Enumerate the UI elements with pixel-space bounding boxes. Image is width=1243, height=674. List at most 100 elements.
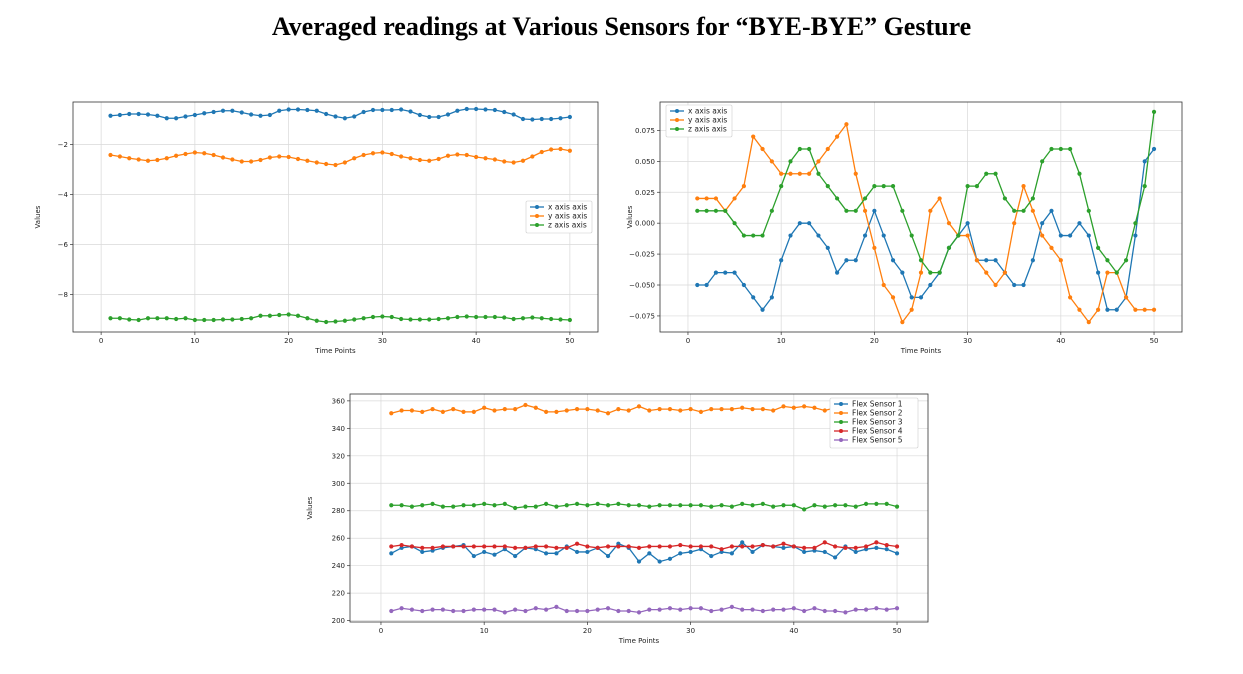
data-point	[802, 545, 807, 550]
data-point	[802, 507, 807, 512]
x-tick-label: 20	[284, 337, 293, 345]
data-point	[471, 409, 476, 414]
data-point	[530, 315, 535, 320]
data-point	[1030, 208, 1035, 213]
data-point	[862, 208, 868, 213]
data-point	[667, 606, 673, 611]
y-tick-label: 280	[332, 507, 345, 515]
data-point	[267, 155, 272, 160]
data-point	[399, 107, 404, 112]
data-point	[451, 608, 456, 614]
data-point	[436, 156, 441, 162]
data-point	[420, 503, 425, 508]
data-point	[1021, 183, 1026, 189]
data-point	[258, 157, 263, 163]
data-point	[993, 258, 998, 263]
data-point	[258, 313, 263, 318]
data-point	[647, 607, 652, 612]
data-point	[409, 607, 415, 612]
data-point	[807, 146, 812, 152]
data-point	[1114, 270, 1119, 275]
data-point	[616, 501, 621, 506]
data-point	[678, 408, 683, 413]
data-point	[427, 158, 432, 163]
data-point	[436, 316, 441, 322]
series-line	[391, 404, 898, 414]
data-point	[853, 545, 858, 550]
data-point	[239, 316, 244, 322]
data-point	[389, 551, 394, 556]
data-point	[549, 316, 554, 322]
data-point	[408, 156, 413, 161]
data-point	[729, 544, 734, 549]
data-point	[380, 150, 385, 155]
legend-marker	[839, 420, 843, 424]
data-point	[1012, 282, 1017, 288]
data-point	[492, 157, 497, 162]
data-point	[471, 553, 476, 559]
data-point	[993, 171, 998, 176]
data-point	[937, 270, 942, 275]
data-point	[802, 549, 807, 555]
data-point	[863, 501, 869, 506]
data-point	[1058, 233, 1063, 238]
legend-marker	[535, 214, 539, 218]
data-point	[740, 501, 745, 506]
data-point	[554, 545, 559, 550]
data-point	[440, 409, 445, 414]
data-point	[740, 405, 745, 410]
data-point	[192, 150, 197, 155]
data-point	[585, 503, 590, 508]
data-point	[816, 233, 821, 238]
data-point	[909, 295, 914, 300]
data-point	[1002, 270, 1007, 275]
x-tick-label: 10	[190, 337, 199, 345]
data-point	[420, 608, 425, 614]
data-point	[474, 154, 479, 160]
data-point	[884, 501, 889, 506]
data-point	[853, 607, 858, 612]
data-point	[554, 504, 559, 509]
x-tick-label: 30	[963, 337, 972, 345]
data-point	[211, 109, 216, 115]
data-point	[192, 112, 197, 118]
data-point	[713, 270, 719, 275]
data-point	[816, 159, 821, 164]
data-point	[872, 208, 877, 213]
chart-xyz-axis-1: 0 10 20 30 40 50 −8 −6 −4 −2 Time Points Values x ax…	[34, 101, 599, 355]
data-point	[918, 258, 924, 263]
data-point	[461, 503, 466, 508]
data-point	[771, 408, 776, 413]
data-point	[427, 114, 432, 120]
data-point	[492, 503, 497, 508]
data-point	[136, 317, 141, 323]
data-point	[544, 409, 549, 414]
series-2	[695, 122, 1157, 325]
data-point	[342, 160, 347, 165]
data-point	[305, 316, 310, 321]
data-point	[900, 320, 905, 325]
data-point	[688, 549, 693, 555]
y-tick-label: 0.050	[635, 158, 655, 166]
data-point	[605, 411, 611, 416]
data-point	[1012, 208, 1017, 213]
data-point	[709, 544, 714, 549]
data-point	[127, 317, 132, 322]
data-point	[667, 503, 673, 508]
data-point	[769, 159, 774, 164]
data-point	[464, 106, 469, 112]
data-point	[1105, 258, 1110, 263]
x-tick-label: 30	[378, 337, 387, 345]
data-point	[862, 233, 868, 238]
data-point	[1142, 307, 1147, 312]
plot-frame	[72, 101, 599, 333]
data-point	[420, 545, 425, 550]
data-point	[667, 407, 673, 412]
data-point	[626, 608, 631, 614]
data-point	[667, 544, 673, 549]
data-point	[760, 407, 765, 412]
legend-label: Flex Sensor 4	[852, 427, 903, 436]
data-point	[567, 317, 572, 323]
data-point	[389, 411, 394, 416]
data-point	[853, 549, 858, 555]
